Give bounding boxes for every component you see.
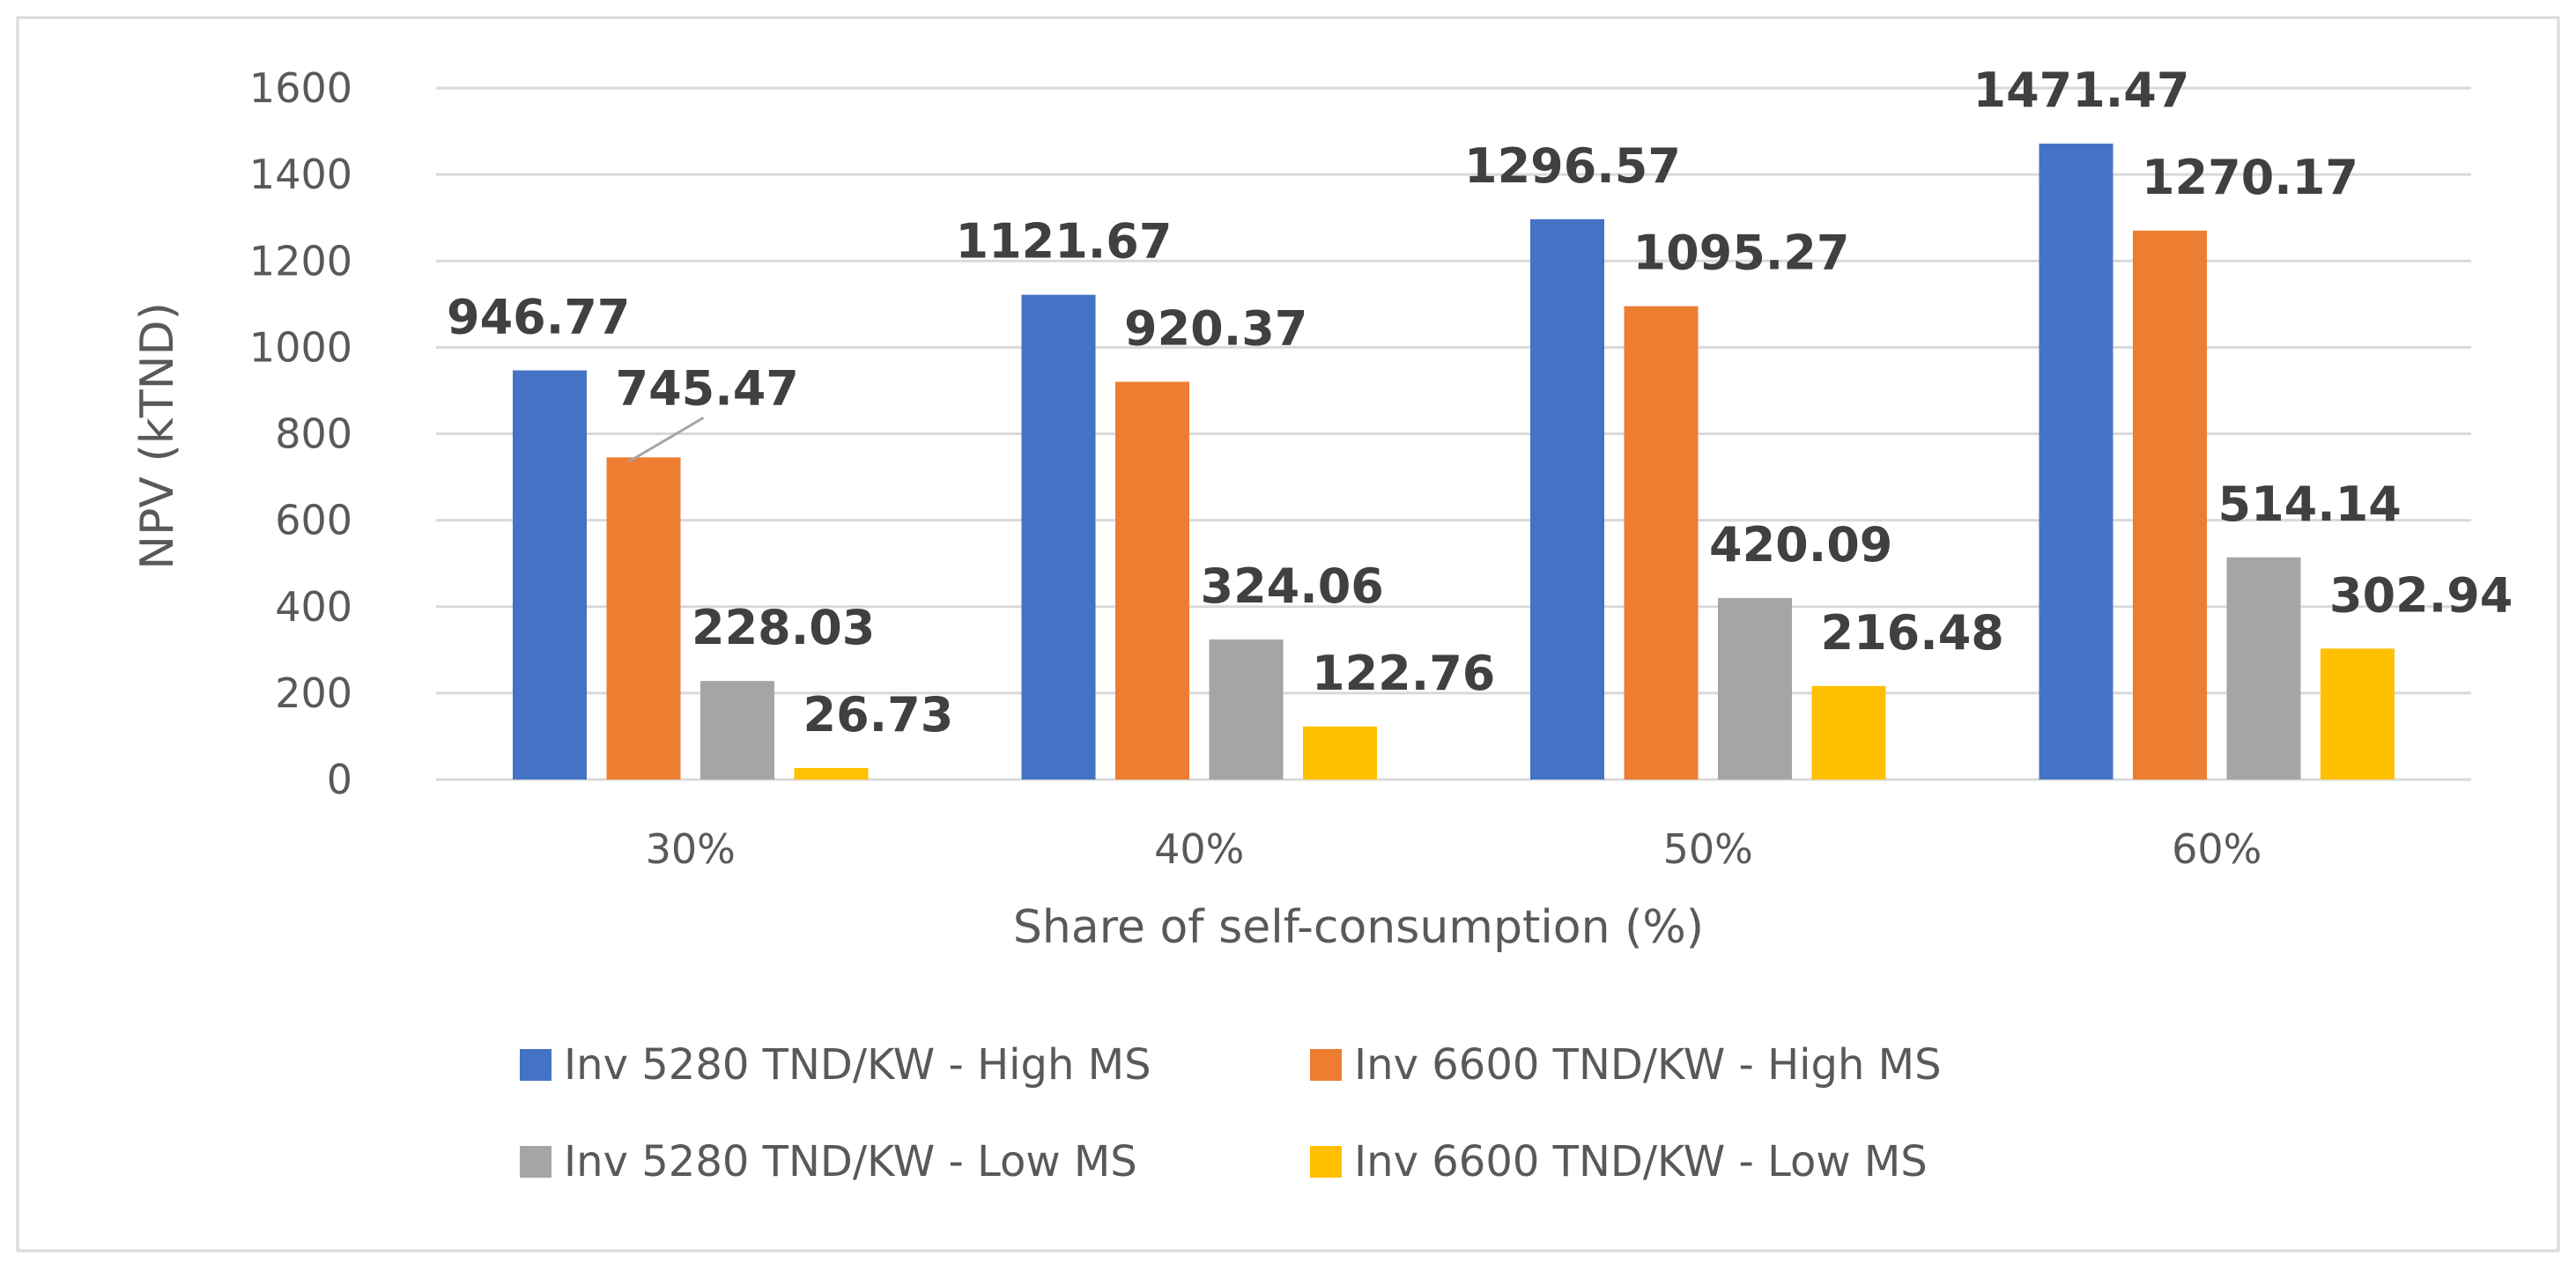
- y-tick-label: 600: [275, 497, 352, 544]
- legend-swatch: [520, 1049, 551, 1081]
- bar: [1811, 685, 1886, 780]
- x-tick-label: 40%: [1154, 825, 1244, 873]
- data-label: 1270.17: [2142, 150, 2358, 205]
- data-label: 1471.47: [1973, 63, 2190, 118]
- x-tick-label: 30%: [646, 825, 736, 873]
- legend: Inv 5280 TND/KW - High MS Inv 6600 TND/KW…: [520, 1040, 1942, 1186]
- bar: [794, 767, 869, 780]
- leader-line: [627, 416, 705, 463]
- y-axis-ticks: 0 200 400 600 800 1000 1200 1400 1600: [249, 64, 352, 803]
- data-label: 1296.57: [1464, 138, 1681, 194]
- legend-swatch: [1310, 1146, 1342, 1178]
- y-tick-label: 0: [327, 756, 352, 803]
- bar: [2133, 230, 2207, 780]
- data-label: 920.37: [1124, 300, 1307, 356]
- legend-item: Inv 6600 TND/KW - High MS: [1310, 1040, 1942, 1090]
- legend-item: Inv 5280 TND/KW - Low MS: [520, 1137, 1137, 1186]
- y-tick-label: 200: [275, 669, 352, 717]
- data-label: 228.03: [692, 600, 875, 655]
- legend-label: Inv 5280 TND/KW - Low MS: [564, 1137, 1137, 1186]
- bar: [1530, 218, 1604, 780]
- bar: [606, 457, 681, 780]
- data-labels: 946.77 745.47 228.03 26.73 1121.67 920.37 324.…: [447, 63, 2513, 743]
- y-tick-label: 1200: [249, 237, 352, 285]
- bars: [513, 144, 2395, 780]
- data-label: 420.09: [1709, 517, 1892, 573]
- bar: [2226, 557, 2301, 780]
- bar: [1021, 294, 1096, 780]
- data-label: 514.14: [2218, 477, 2402, 532]
- bar: [2039, 144, 2113, 780]
- y-tick-label: 1000: [249, 323, 352, 371]
- data-label: 26.73: [803, 687, 954, 743]
- y-axis-title: NPV (kTND): [131, 302, 184, 570]
- bar: [1718, 597, 1792, 780]
- data-label: 216.48: [1821, 605, 2004, 661]
- x-tick-label: 60%: [2172, 825, 2261, 873]
- data-label: 302.94: [2329, 567, 2513, 623]
- bar: [1624, 306, 1699, 780]
- y-tick-label: 1600: [249, 64, 352, 112]
- legend-swatch: [1310, 1049, 1342, 1081]
- bar: [1115, 381, 1189, 780]
- bar: [2321, 648, 2395, 780]
- bar: [513, 370, 587, 780]
- data-label: 1121.67: [956, 214, 1173, 270]
- y-tick-label: 400: [275, 583, 352, 631]
- y-tick-label: 1400: [249, 151, 352, 198]
- data-label: 122.76: [1312, 646, 1495, 701]
- bar: [1303, 726, 1377, 780]
- data-label: 745.47: [616, 360, 799, 416]
- legend-swatch: [520, 1146, 551, 1178]
- legend-label: Inv 5280 TND/KW - High MS: [564, 1040, 1151, 1090]
- bar: [700, 681, 774, 780]
- legend-item: Inv 6600 TND/KW - Low MS: [1310, 1137, 1928, 1186]
- data-label: 324.06: [1201, 558, 1384, 614]
- x-axis-title: Share of self-consumption (%): [1013, 901, 1704, 954]
- x-tick-label: 50%: [1663, 825, 1753, 873]
- legend-label: Inv 6600 TND/KW - Low MS: [1354, 1137, 1928, 1186]
- bar: [1209, 639, 1284, 780]
- gridlines: [436, 86, 2471, 781]
- legend-label: Inv 6600 TND/KW - High MS: [1354, 1040, 1942, 1090]
- y-tick-label: 800: [275, 410, 352, 458]
- legend-item: Inv 5280 TND/KW - High MS: [520, 1040, 1151, 1090]
- data-label: 946.77: [447, 289, 630, 344]
- x-axis-ticks: 30% 40% 50% 60%: [646, 825, 2262, 873]
- data-label: 1095.27: [1633, 225, 1850, 281]
